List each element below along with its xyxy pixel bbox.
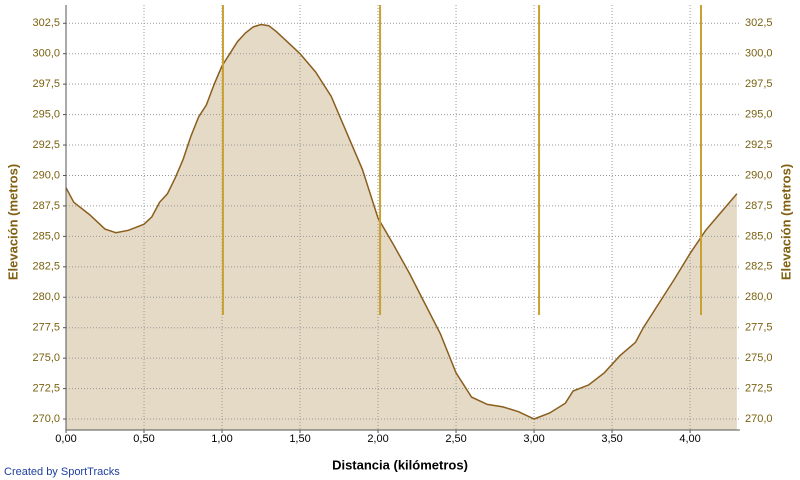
y2-tick-label: 287,5 bbox=[745, 200, 773, 212]
y-tick-label: 277,5 bbox=[32, 322, 60, 334]
line bbox=[65, 23, 738, 420]
footer: Created by SportTracks bbox=[4, 466, 120, 478]
y-tick-label: 287,5 bbox=[32, 200, 60, 212]
y-tick-label: 297,5 bbox=[32, 78, 60, 90]
y-tick-label: 282,5 bbox=[32, 261, 60, 273]
x-tick-label: 0,50 bbox=[133, 433, 154, 445]
y-tick-label: 275,0 bbox=[32, 352, 60, 364]
y-tick-label: 272,5 bbox=[32, 383, 60, 395]
x-tick-label: 1,00 bbox=[211, 433, 232, 445]
y-tick-label: 280,0 bbox=[32, 291, 60, 303]
y2-tick-label: 295,0 bbox=[745, 109, 773, 121]
y2-tick-label: 292,5 bbox=[745, 139, 773, 151]
y2-tick-label: 300,0 bbox=[745, 48, 773, 60]
y-tick-label: 300,0 bbox=[32, 48, 60, 60]
y2-tick-label: 290,0 bbox=[745, 169, 773, 181]
y-tick-label: 285,0 bbox=[32, 230, 60, 242]
y2-tick-label: 302,5 bbox=[745, 17, 773, 29]
x-tick-label: 0,00 bbox=[55, 433, 76, 445]
y-tick-label: 302,5 bbox=[32, 17, 60, 29]
y2-tick-label: 282,5 bbox=[745, 261, 773, 273]
x-tick-label: 4,00 bbox=[679, 433, 700, 445]
y-tick-label: 270,0 bbox=[32, 413, 60, 425]
y2-tick-label: 270,0 bbox=[745, 413, 773, 425]
y2-tick-label: 275,0 bbox=[745, 352, 773, 364]
y2-axis-title: Elevación (metros) bbox=[778, 164, 793, 280]
y2-tick-label: 280,0 bbox=[745, 291, 773, 303]
y-tick-label: 292,5 bbox=[32, 139, 60, 151]
x-tick-label: 2,00 bbox=[367, 433, 388, 445]
area bbox=[66, 24, 737, 430]
y-tick-label: 295,0 bbox=[32, 109, 60, 121]
y2-tick-label: 297,5 bbox=[745, 78, 773, 90]
y2-tick-label: 277,5 bbox=[745, 322, 773, 334]
y2-tick-label: 272,5 bbox=[745, 383, 773, 395]
y-axis-title: Elevación (metros) bbox=[5, 164, 20, 280]
y-tick-label: 290,0 bbox=[32, 169, 60, 181]
x-tick-label: 1,50 bbox=[289, 433, 310, 445]
x-axis-title: Distancia (kilómetros) bbox=[332, 457, 468, 472]
x-tick-label: 3,00 bbox=[523, 433, 544, 445]
x-tick-label: 3,50 bbox=[601, 433, 622, 445]
y2-tick-label: 285,0 bbox=[745, 230, 773, 242]
x-tick-label: 2,50 bbox=[445, 433, 466, 445]
